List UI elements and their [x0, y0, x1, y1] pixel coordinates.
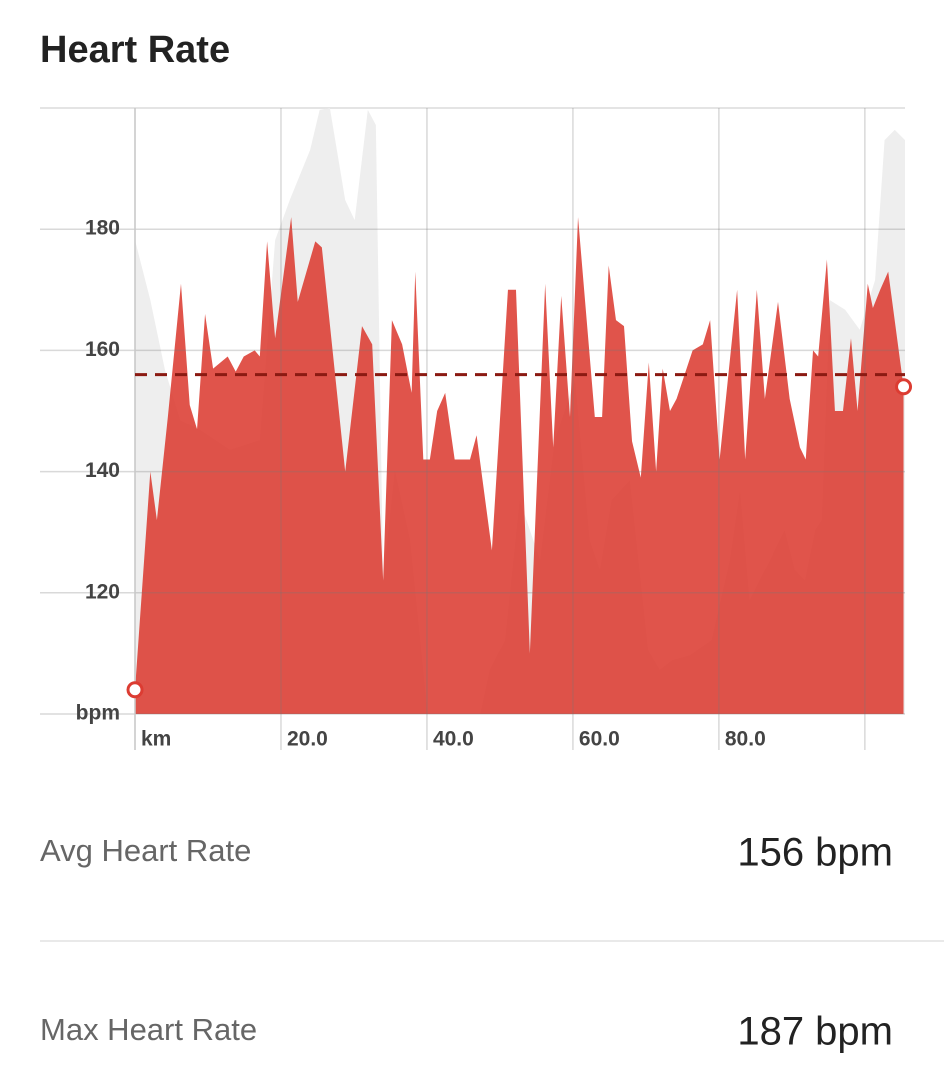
area [135, 217, 904, 714]
x-tick-label: km [141, 728, 171, 751]
y-tick-label: bpm [76, 702, 120, 725]
x-tick-label: 60.0 [579, 728, 620, 751]
chart: bpm 120 140 160 180 km 20.0 40.0 60.0 80.0 [40, 107, 913, 751]
chart-title: Heart Rate [40, 29, 230, 71]
endpoint [895, 378, 913, 396]
x-tick-label: 20.0 [287, 728, 328, 751]
stat-label: Avg Heart Rate [40, 833, 251, 868]
stat-value: 187 bpm [737, 1010, 893, 1054]
stat-label: Max Heart Rate [40, 1012, 257, 1047]
endpoint [126, 681, 144, 699]
x-tick-label: 40.0 [433, 728, 474, 751]
x-tick-label: 80.0 [725, 728, 766, 751]
y-tick-label: 120 [85, 580, 120, 603]
y-tick-label: 180 [85, 217, 120, 240]
stat-value: 156 bpm [737, 831, 893, 875]
y-tick-label: 160 [85, 338, 120, 361]
y-tick-label: 140 [85, 459, 120, 482]
